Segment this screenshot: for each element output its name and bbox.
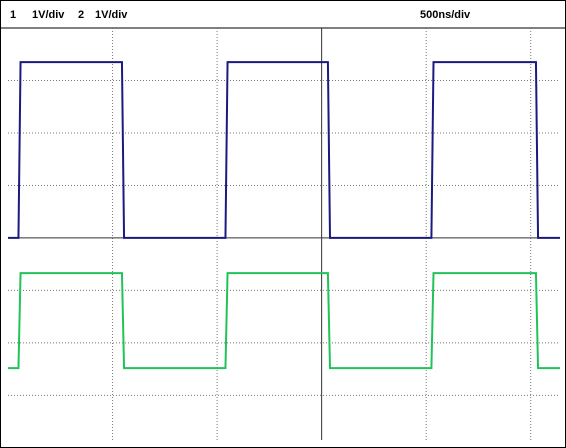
channel-label: 1	[10, 9, 16, 21]
channel-scale: 1V/div	[32, 9, 65, 21]
scope-screen: 1 1V/div 2 1V/div 500ns/div	[0, 0, 566, 448]
channel-scale: 1V/div	[95, 9, 128, 21]
timebase: 500ns/div	[420, 9, 471, 21]
channel-label: 2	[78, 9, 84, 21]
frame	[1, 1, 566, 448]
